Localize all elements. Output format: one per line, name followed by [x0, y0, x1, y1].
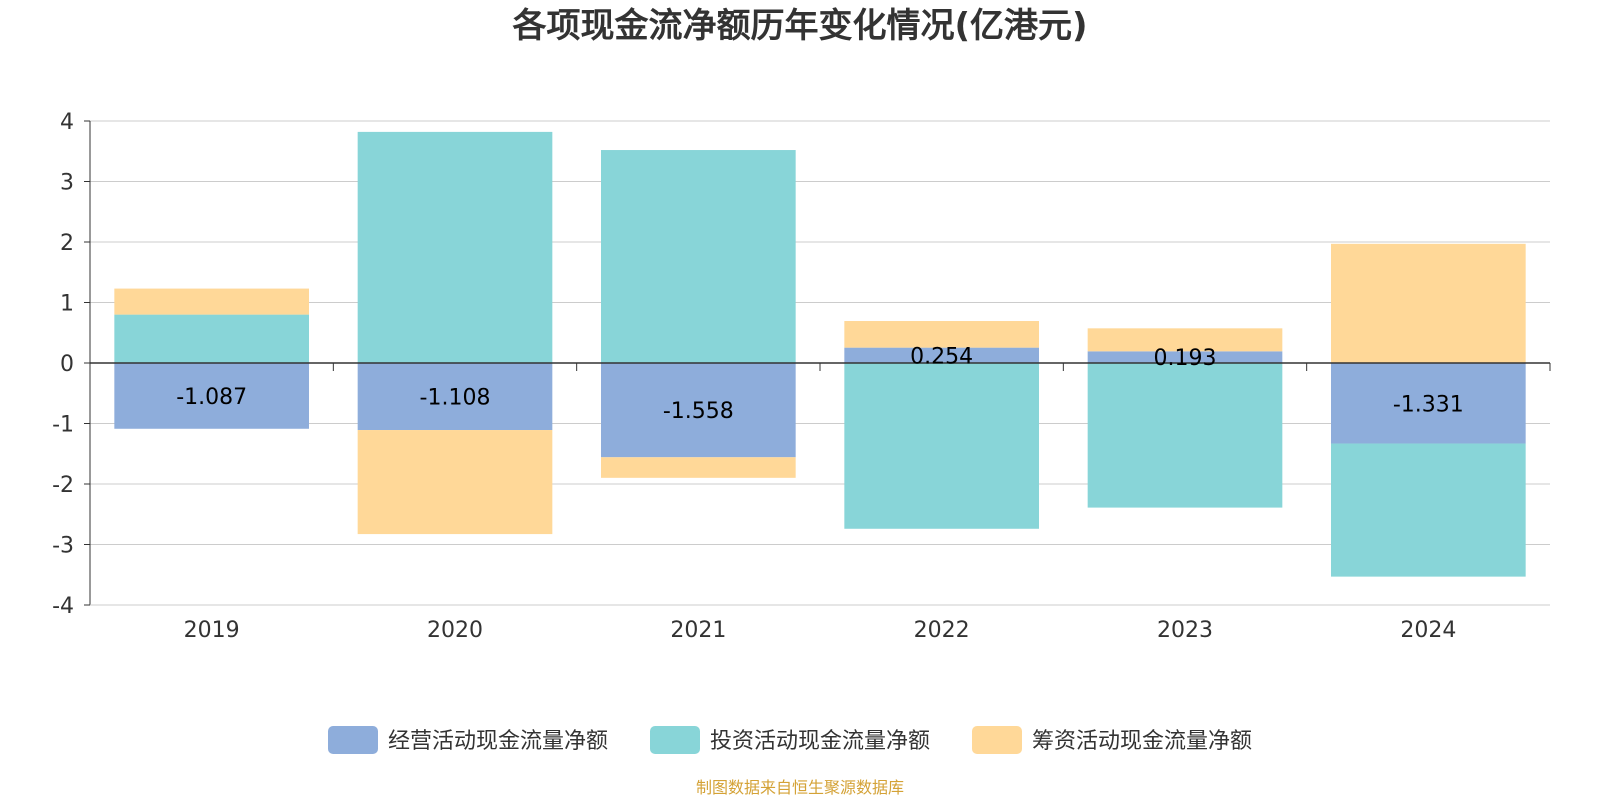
data-label: 0.254 — [910, 344, 973, 369]
bar — [114, 363, 309, 429]
data-label: -1.558 — [663, 399, 734, 424]
data-label: 0.193 — [1154, 346, 1217, 371]
chart-title: 各项现金流净额历年变化情况(亿港元) — [512, 6, 1087, 46]
x-tick-label: 2022 — [914, 618, 970, 643]
data-label: -1.087 — [176, 385, 247, 410]
legend-label: 筹资活动现金流量净额 — [1032, 729, 1252, 754]
y-tick-label: 0 — [60, 352, 74, 377]
source-note: 制图数据来自恒生聚源数据库 — [696, 778, 904, 797]
legend-item: 投资活动现金流量净额 — [650, 726, 930, 754]
bar — [357, 363, 553, 431]
y-tick-label: 3 — [60, 171, 74, 196]
data-label: -1.331 — [1393, 392, 1464, 417]
legend-label: 经营活动现金流量净额 — [388, 729, 608, 754]
bar — [1087, 363, 1283, 508]
bar — [601, 457, 796, 478]
x-tick-label: 2024 — [1400, 618, 1456, 643]
legend-label: 投资活动现金流量净额 — [710, 729, 930, 754]
bar — [844, 347, 1039, 363]
bar — [1087, 328, 1283, 352]
y-tick-label: -2 — [52, 473, 74, 498]
y-tick-label: -3 — [52, 534, 74, 559]
legend-swatch — [328, 726, 378, 754]
bar — [844, 363, 1039, 529]
bar — [601, 363, 796, 458]
x-tick-label: 2020 — [427, 618, 483, 643]
bar — [114, 288, 309, 315]
bar — [114, 314, 309, 363]
y-tick-label: 2 — [60, 231, 74, 256]
bar — [357, 131, 553, 363]
x-tick-label: 2019 — [184, 618, 240, 643]
bar — [1087, 351, 1283, 363]
bar — [357, 430, 553, 535]
bar — [1331, 243, 1526, 363]
legend-item: 筹资活动现金流量净额 — [972, 726, 1252, 754]
y-tick-label: -1 — [52, 413, 74, 438]
x-tick-label: 2023 — [1157, 618, 1213, 643]
bar — [1331, 443, 1526, 577]
bar — [1331, 363, 1526, 444]
x-tick-label: 2021 — [670, 618, 726, 643]
legend: 经营活动现金流量净额 投资活动现金流量净额 筹资活动现金流量净额 — [328, 726, 1252, 754]
y-tick-label: 4 — [60, 110, 74, 135]
legend-swatch — [650, 726, 700, 754]
grid — [90, 120, 1550, 606]
axes: 4 3 2 1 0 -1 -2 -3 -4 2019 2020 2021 2022 2023 2024 — [52, 110, 1551, 643]
data-label: -1.108 — [420, 386, 491, 411]
bars — [114, 131, 1526, 577]
y-tick-label: 1 — [60, 292, 74, 317]
bar — [844, 321, 1039, 348]
legend-swatch — [972, 726, 1022, 754]
data-labels: -1.087 -1.108 -1.558 0.254 0.193 -1.331 — [176, 344, 1464, 424]
legend-item: 经营活动现金流量净额 — [328, 726, 608, 754]
y-tick-label: -4 — [52, 594, 74, 619]
bar — [601, 150, 796, 363]
